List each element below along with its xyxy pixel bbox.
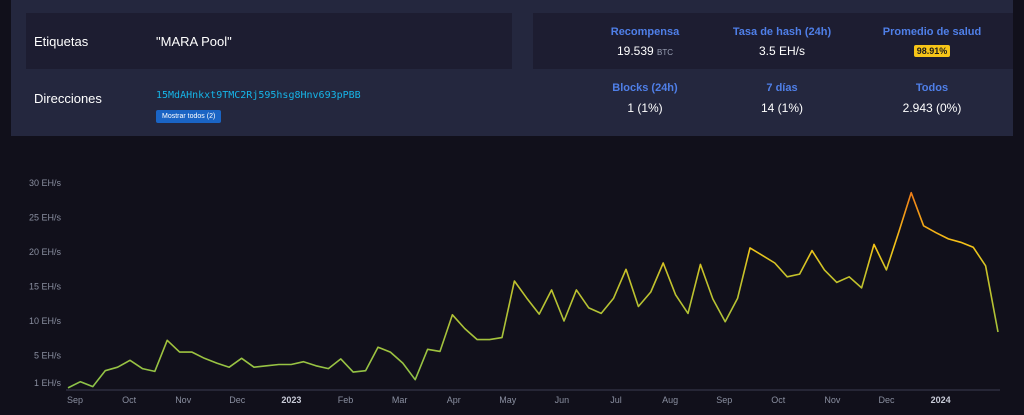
blocks24-value: 1 (1%) (627, 101, 663, 115)
reward-unit: BTC (657, 48, 674, 57)
hashrate-value: 3.5 EH/s (758, 44, 806, 58)
y-tick-label: 20 EH/s (29, 247, 62, 257)
tags-value: "MARA Pool" (156, 34, 232, 49)
y-tick-label: 25 EH/s (29, 213, 62, 223)
all-value: 2.943 (0%) (902, 101, 962, 115)
x-axis: Sep Oct Nov Dec 2023 Feb Mar Apr May Jun Jul Aug Sep… (67, 395, 951, 405)
y-axis: 1 EH/s 5 EH/s 10 EH/s 15 EH/s 20 EH/s 25 EH/s… (29, 178, 62, 388)
reward-amount: 19.539 (616, 44, 654, 58)
y-tick-label: 15 EH/s (29, 282, 62, 292)
all-label: Todos (915, 82, 949, 94)
x-tick-label: Oct (122, 395, 137, 405)
y-tick-label: 1 EH/s (34, 378, 62, 388)
x-tick-label: 2024 (931, 395, 951, 405)
addresses-label: Direcciones (34, 91, 102, 106)
tags-label: Etiquetas (34, 34, 89, 49)
x-tick-label: Aug (662, 395, 678, 405)
hashrate-label: Tasa de hash (24h) (732, 26, 832, 38)
x-tick-label: May (499, 395, 517, 405)
y-tick-label: 5 EH/s (34, 351, 62, 361)
y-tick-label: 10 EH/s (29, 316, 62, 326)
stats-row-2: Blocks (24h) 1 (1%) 7 días 14 (1%) Todos… (533, 71, 1013, 133)
reward-value: 19.539 BTC (570, 44, 720, 58)
stats-row-1: Recompensa 19.539 BTC Tasa de hash (24h)… (533, 13, 1013, 69)
y-tick-label: 30 EH/s (29, 178, 62, 188)
blocks24-label: Blocks (24h) (612, 82, 678, 94)
reward-label: Recompensa (610, 26, 680, 38)
x-tick-label: Oct (771, 395, 786, 405)
x-tick-label: Sep (716, 395, 732, 405)
days7-value: 14 (1%) (760, 101, 804, 115)
x-tick-label: Apr (447, 395, 461, 405)
x-tick-label: Dec (229, 395, 246, 405)
x-tick-label: Jun (555, 395, 570, 405)
health-label: Promedio de salud (882, 26, 982, 38)
x-tick-label: Nov (175, 395, 192, 405)
x-tick-label: Nov (824, 395, 841, 405)
address-link[interactable]: 15MdAHnkxt9TMC2Rj595hsg8Hnv693pPBB (156, 90, 361, 101)
x-tick-label: Feb (338, 395, 354, 405)
addresses-row: Direcciones 15MdAHnkxt9TMC2Rj595hsg8Hnv6… (26, 71, 512, 133)
hashrate-series-line (67, 191, 999, 389)
health-badge: 98.91% (913, 45, 951, 57)
show-all-button[interactable]: Mostrar todos (2) (156, 110, 222, 123)
days7-label: 7 días (766, 82, 798, 94)
hashrate-chart[interactable]: 1 EH/s 5 EH/s 10 EH/s 15 EH/s 20 EH/s 25 EH/s… (0, 140, 1024, 415)
x-tick-label: Mar (392, 395, 408, 405)
x-tick-label: Jul (610, 395, 622, 405)
health-value-wrap: 98.91% (857, 43, 1007, 57)
x-tick-label: Sep (67, 395, 83, 405)
tags-row: Etiquetas "MARA Pool" (26, 13, 512, 69)
x-tick-label: Dec (878, 395, 895, 405)
x-tick-label: 2023 (281, 395, 301, 405)
